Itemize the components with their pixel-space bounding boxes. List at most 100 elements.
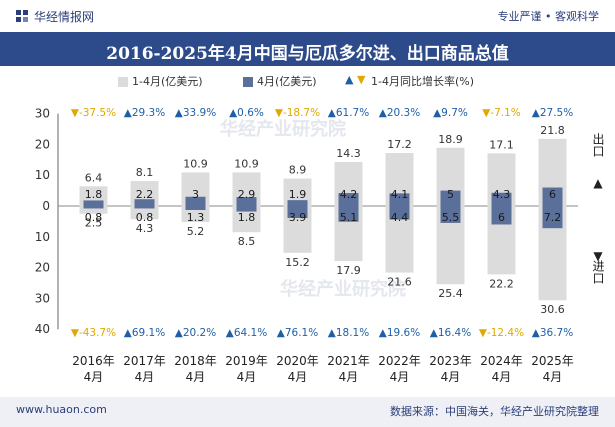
x-tick-label-month: 4月	[288, 370, 308, 384]
export-month-label: 1.8	[85, 188, 103, 201]
export-yoy-label: ▲33.9%	[175, 107, 216, 119]
import-cumulative-label: 21.6	[387, 276, 412, 289]
import-month-label: 4.4	[391, 211, 409, 224]
import-month-label: 7.2	[544, 211, 562, 224]
chart-title: 2016-2025年4月中国与厄瓜多尔进、出口商品总值	[106, 44, 509, 64]
x-tick-label-year: 2018年	[174, 354, 217, 368]
top-bar: 华经情报网 专业严谨 • 客观科学	[0, 0, 615, 30]
export-month-label: 4.3	[493, 188, 511, 201]
x-tick-label-month: 4月	[237, 370, 257, 384]
x-tick-label-year: 2025年	[531, 354, 574, 368]
export-month-label: 6	[549, 188, 556, 201]
import-month-label: 0.8	[136, 211, 154, 224]
export-yoy-label: ▲0.6%	[229, 107, 264, 119]
export-yoy-label: ▲20.3%	[379, 107, 420, 119]
export-cumulative-label: 17.1	[489, 138, 514, 151]
legend-swatch-month	[243, 77, 253, 87]
x-tick-label-year: 2021年	[327, 354, 370, 368]
export-month-label: 4.1	[391, 188, 409, 201]
export-cumulative-label: 21.8	[540, 124, 565, 137]
import-month-bar	[338, 206, 359, 222]
import-month-bar	[491, 206, 512, 225]
legend-down-icon: ▼	[357, 73, 366, 86]
side-label-import: 进口	[591, 260, 605, 284]
import-yoy-label: ▲69.1%	[124, 327, 165, 339]
footer-website: www.huaon.com	[16, 403, 107, 416]
import-month-bar	[83, 206, 104, 209]
export-yoy-label: ▼-7.1%	[482, 107, 521, 119]
export-arrow-icon: ▲	[593, 176, 603, 190]
import-cumulative-label: 15.2	[285, 256, 310, 269]
import-month-bar	[287, 206, 308, 219]
legend-swatch-cumulative	[118, 77, 128, 87]
import-yoy-label: ▲16.4%	[430, 327, 471, 339]
brand-name: 华经情报网	[34, 10, 95, 24]
export-cumulative-label: 8.1	[136, 166, 154, 179]
import-cumulative-label: 22.2	[489, 277, 514, 290]
footer: www.huaon.com 数据来源：中国海关，华经产业研究院整理	[0, 397, 615, 427]
export-month-bar	[83, 200, 104, 206]
import-cumulative-label: 2.5	[85, 217, 103, 230]
export-cumulative-label: 14.3	[336, 147, 361, 160]
title-bar: 2016-2025年4月中国与厄瓜多尔进、出口商品总值	[0, 32, 615, 66]
tagline: 专业严谨 • 客观科学	[497, 10, 599, 23]
export-month-bar	[185, 196, 206, 206]
y-tick-label: 10	[35, 230, 50, 244]
export-month-bar	[440, 190, 461, 206]
import-arrow-icon: ▼	[593, 249, 603, 263]
export-month-bar	[236, 197, 257, 206]
legend: 1-4月(亿美元) 4月(亿美元) ▲ ▼ 1-4月同比增长率(%)	[0, 73, 615, 89]
import-month-bar	[440, 206, 461, 223]
export-month-label: 2.2	[136, 188, 154, 201]
import-month-label: 0.8	[85, 211, 103, 224]
import-yoy-label: ▲20.2%	[175, 327, 216, 339]
export-cumulative-label: 8.9	[289, 164, 307, 177]
export-month-bar	[491, 192, 512, 206]
import-yoy-label: ▲64.1%	[226, 327, 267, 339]
import-yoy-label: ▼-12.4%	[479, 327, 524, 339]
watermark-text: 华经产业研究院	[280, 278, 406, 300]
x-tick-label-year: 2019年	[225, 354, 268, 368]
x-tick-label-month: 4月	[543, 370, 563, 384]
export-month-label: 4.2	[340, 188, 358, 201]
y-tick-label: 0	[42, 199, 50, 213]
x-tick-label-year: 2016年	[72, 354, 115, 368]
legend-up-icon: ▲	[345, 73, 354, 86]
import-month-label: 1.3	[187, 211, 205, 224]
export-cumulative-label: 10.9	[234, 157, 259, 170]
export-month-bar	[389, 193, 410, 206]
x-tick-label-month: 4月	[390, 370, 410, 384]
export-month-label: 2.9	[238, 188, 256, 201]
export-yoy-label: ▲9.7%	[433, 107, 468, 119]
side-label-export: 出口	[591, 133, 605, 157]
import-yoy-label: ▼-43.7%	[71, 327, 116, 339]
import-month-bar	[542, 206, 563, 229]
y-tick-label: 20	[35, 137, 50, 151]
import-month-label: 3.9	[289, 211, 307, 224]
export-month-bar	[134, 199, 155, 206]
watermark-text: 华经产业研究院	[220, 118, 346, 140]
export-month-bar	[542, 187, 563, 206]
export-yoy-label: ▼-18.7%	[275, 107, 320, 119]
import-month-label: 6	[498, 211, 505, 224]
import-cumulative-label: 8.5	[238, 235, 256, 248]
export-month-bar	[287, 200, 308, 206]
import-cumulative-bar	[130, 206, 159, 220]
x-tick-label-year: 2017年	[123, 354, 166, 368]
y-tick-label: 30	[35, 107, 50, 121]
import-month-label: 5.1	[340, 211, 358, 224]
x-tick-label-year: 2024年	[480, 354, 523, 368]
export-yoy-label: ▲61.7%	[328, 107, 369, 119]
import-cumulative-bar	[79, 206, 108, 214]
x-tick-label-month: 4月	[492, 370, 512, 384]
x-tick-label-year: 2023年	[429, 354, 472, 368]
y-tick-label: 10	[35, 168, 50, 182]
export-cumulative-label: 18.9	[438, 133, 463, 146]
export-yoy-label: ▼-37.5%	[71, 107, 116, 119]
footer-source: 数据来源：中国海关，华经产业研究院整理	[390, 405, 599, 418]
import-month-bar	[236, 206, 257, 212]
y-tick-label: 30	[35, 291, 50, 305]
import-cumulative-label: 4.3	[136, 222, 154, 235]
chart-area: 华经产业研究院华经产业研究院3020100102030406.42.51.80.…	[35, 107, 604, 384]
x-tick-label-year: 2022年	[378, 354, 421, 368]
